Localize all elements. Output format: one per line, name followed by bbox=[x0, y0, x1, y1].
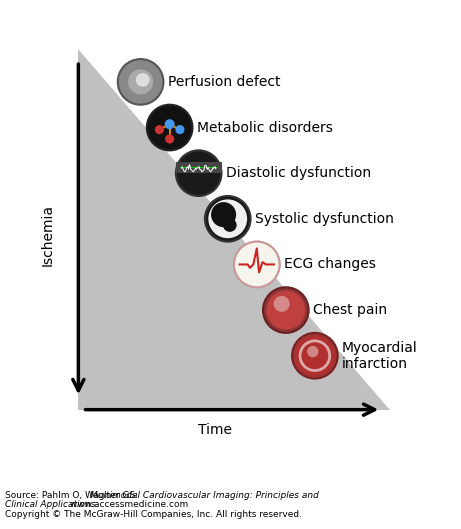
Text: Time: Time bbox=[198, 423, 232, 437]
Text: Ischemia: Ischemia bbox=[40, 204, 54, 267]
Circle shape bbox=[223, 218, 236, 232]
Circle shape bbox=[176, 150, 222, 196]
Circle shape bbox=[234, 242, 280, 287]
Circle shape bbox=[175, 125, 184, 134]
Text: Diastolic dysfunction: Diastolic dysfunction bbox=[226, 166, 371, 180]
Circle shape bbox=[307, 346, 319, 357]
Text: Perfusion defect: Perfusion defect bbox=[168, 75, 280, 89]
Text: Source: Pahlm O, Wagner GS:: Source: Pahlm O, Wagner GS: bbox=[5, 491, 141, 500]
Circle shape bbox=[266, 291, 305, 330]
Text: Copyright © The McGraw-Hill Companies, Inc. All rights reserved.: Copyright © The McGraw-Hill Companies, I… bbox=[5, 510, 301, 519]
Circle shape bbox=[155, 125, 164, 134]
Circle shape bbox=[128, 69, 153, 95]
Circle shape bbox=[147, 105, 193, 150]
Circle shape bbox=[165, 134, 174, 143]
Circle shape bbox=[274, 296, 290, 312]
Polygon shape bbox=[78, 49, 390, 409]
Text: www.accessmedicine.com: www.accessmedicine.com bbox=[67, 500, 188, 509]
Circle shape bbox=[118, 59, 163, 105]
Circle shape bbox=[292, 333, 338, 379]
Circle shape bbox=[165, 119, 175, 129]
Circle shape bbox=[208, 199, 247, 238]
Bar bbox=[176, 162, 221, 173]
Circle shape bbox=[295, 335, 335, 376]
Text: Metabolic disorders: Metabolic disorders bbox=[197, 121, 333, 134]
Circle shape bbox=[234, 242, 280, 287]
Text: Clinical Applications:: Clinical Applications: bbox=[5, 500, 98, 509]
Circle shape bbox=[263, 287, 309, 333]
Circle shape bbox=[205, 196, 251, 242]
Text: Myocardial
infarction: Myocardial infarction bbox=[342, 341, 418, 371]
Text: ECG changes: ECG changes bbox=[284, 258, 376, 271]
Circle shape bbox=[136, 73, 149, 87]
Text: Systolic dysfunction: Systolic dysfunction bbox=[255, 212, 394, 226]
Circle shape bbox=[211, 202, 236, 227]
Text: Chest pain: Chest pain bbox=[313, 303, 387, 317]
Text: Multimodal Cardiovascular Imaging: Principles and: Multimodal Cardiovascular Imaging: Princ… bbox=[90, 491, 319, 500]
